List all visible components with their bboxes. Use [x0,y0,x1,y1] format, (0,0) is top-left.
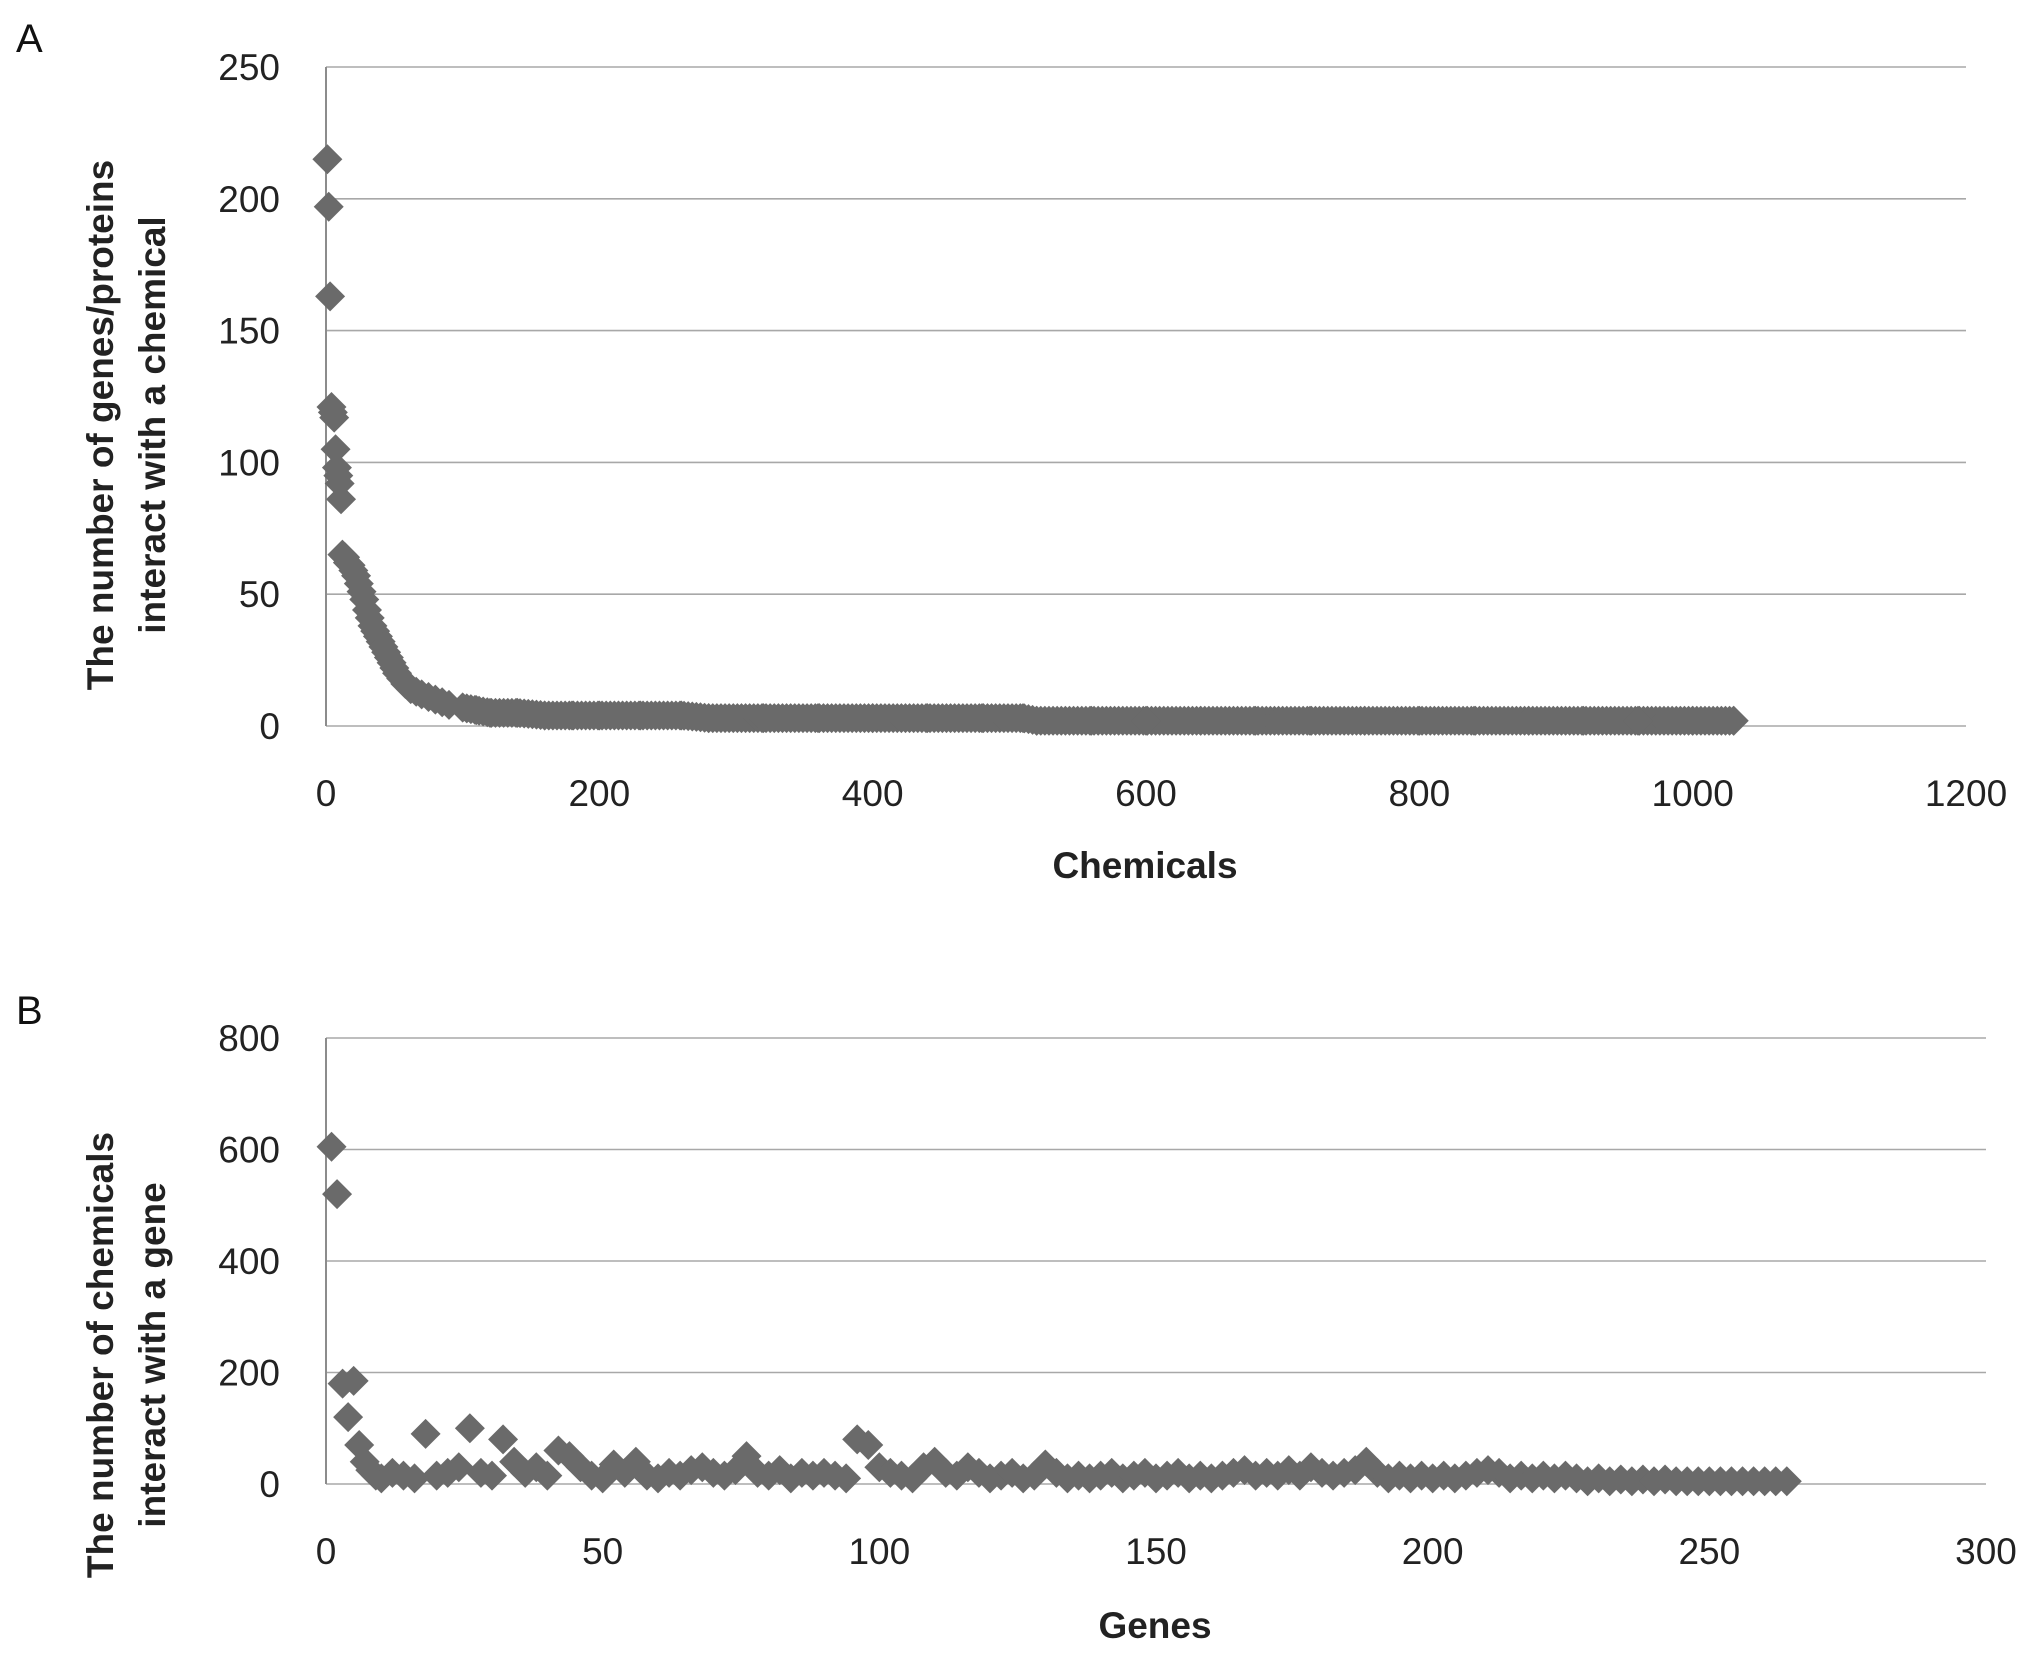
panel-a-point [557,700,587,731]
panel-a-letter: A [16,17,43,61]
panel-b-x-tick-label: 250 [1678,1531,1740,1572]
panel-a-point [1568,705,1599,736]
panel-b-point [322,1179,353,1210]
panel-a-point [1404,705,1435,736]
panel-b-point [410,1418,441,1449]
panel-b-letter: B [16,989,43,1033]
panel-b-y-title-line-1: The number of chemicals [80,1132,121,1578]
panel-a-point [666,700,697,731]
panel-b-point [488,1424,519,1455]
panel-a-point [1623,705,1653,736]
panel-b-y-tick-label: 800 [218,1018,280,1059]
panel-b-point [443,1452,474,1483]
panel-b-y-tick-label: 400 [218,1241,280,1282]
panel-a-y-ticks: 0 50 100 150 200 250 [218,47,280,747]
panel-a-point [502,697,533,728]
panel-b-gridlines [326,1037,1986,1485]
panel-a-gridlines [326,66,1966,727]
panel-b-x-tick-label: 50 [582,1531,623,1572]
panel-b-y-tick-label: 600 [218,1130,280,1171]
panel-a-x-tick-label: 600 [1115,773,1177,814]
panel-a-y-tick-label: 50 [239,574,280,615]
panel-b-point [853,1429,884,1460]
panel-a-point [315,281,346,312]
panel-a-point [1076,705,1107,736]
panel-a-point [1185,705,1216,736]
panel-a-point [1513,705,1544,736]
panel-a-point [1718,705,1749,736]
panel-a-x-tick-label: 1000 [1652,773,1734,814]
panel-b-point [454,1413,485,1444]
panel-a-point [312,144,343,175]
panel-b-point [477,1460,507,1491]
panel-a-point [584,700,615,731]
panel-a-point [320,434,351,465]
panel-b-point [316,1131,347,1162]
panel-b-point [532,1460,563,1491]
panel-a-point [1349,705,1380,736]
panel-b-point [338,1365,369,1396]
panel-a-x-tick-label: 800 [1388,773,1450,814]
panel-b-y-title-line-2: interact with a gene [132,1182,173,1527]
panel-a-point [748,703,779,734]
panel-a-point [1295,705,1325,736]
panel-a-point [1131,705,1161,736]
panel-a-point [475,697,505,728]
panel-b-x-tick-label: 0 [316,1531,337,1572]
panel-a-x-tick-label: 0 [316,773,337,814]
panel-b-y-tick-label: 200 [218,1353,280,1394]
panel-b-point [399,1463,430,1494]
panel-a-point [326,484,357,515]
panel-a-y-tick-label: 0 [259,706,280,747]
panel-b-x-tick-label: 300 [1955,1531,2017,1572]
panel-b-point [831,1463,862,1494]
panel-a-x-axis-title: Chemicals [1052,845,1237,886]
panel-a-point [319,402,350,433]
panel-b-point [333,1402,364,1433]
panel-a-point [912,703,943,734]
panel-a-point [313,191,344,222]
panel-a-point [1459,705,1489,736]
panel-a-x-tick-label: 400 [842,773,904,814]
panel-b-point [1771,1466,1802,1497]
panel-b-chart: B 0 200 400 600 800 0 50 100 150 200 250 300 Genes… [16,989,2017,1646]
panel-a-point [529,700,560,731]
panel-a-x-tick-label: 200 [568,773,630,814]
panel-b-x-tick-label: 100 [848,1531,910,1572]
panel-b-x-tick-label: 150 [1125,1531,1187,1572]
panel-a-point [803,703,833,734]
panel-a-x-ticks: 0 200 400 600 800 1000 1200 [316,773,2007,814]
panel-a-y-axis-title: The number of genes/proteins interact wi… [80,160,173,690]
panel-a-point [1677,705,1708,736]
panel-a-point [967,703,997,734]
panel-a-points [312,144,1749,736]
panel-b-y-ticks: 0 200 400 600 800 [218,1018,280,1505]
panel-a-point [693,703,724,734]
panel-b-y-tick-label: 0 [259,1464,280,1505]
panel-a-y-tick-label: 150 [218,311,280,352]
panel-a-point [625,700,656,731]
panel-b-points [316,1131,1802,1497]
panel-a-y-tick-label: 100 [218,442,280,483]
panel-a-x-tick-label: 1200 [1925,773,2007,814]
panel-b-x-tick-label: 200 [1402,1531,1464,1572]
panel-b-x-axis-title: Genes [1098,1605,1211,1646]
panel-a-y-tick-label: 200 [218,179,280,220]
panel-b-x-ticks: 0 50 100 150 200 250 300 [316,1531,2017,1572]
panel-a-point [857,703,888,734]
panel-a-point [1021,705,1052,736]
panel-a-y-title-line-2: interact with a chemical [132,216,173,633]
panel-a-point [1240,705,1271,736]
panel-a-y-tick-label: 250 [218,47,280,88]
panel-a-y-title-line-1: The number of genes/proteins [80,160,121,690]
panel-b-y-axis-title: The number of chemicals interact with a … [80,1132,173,1578]
